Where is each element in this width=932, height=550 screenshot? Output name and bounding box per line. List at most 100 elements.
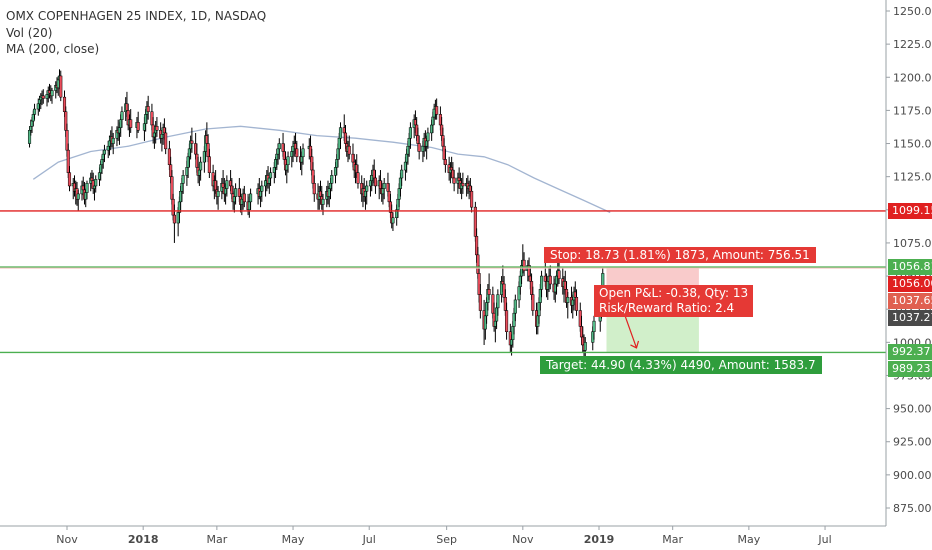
candle-down — [461, 183, 465, 187]
candle-up — [216, 190, 220, 197]
x-tick-label: Mar — [662, 533, 683, 546]
open-pnl-text: Open P&L: -0.38, Qty: 13 — [599, 286, 749, 300]
candle-down — [356, 172, 360, 184]
y-tick-label: 1225.00 — [893, 38, 932, 51]
candle-down — [373, 177, 378, 187]
candle-down — [312, 183, 316, 195]
y-tick-label: 875.00 — [893, 502, 932, 515]
y-tick-label: 950.00 — [893, 403, 932, 416]
candle-up — [338, 127, 343, 139]
candle-down — [435, 106, 439, 115]
target-label[interactable]: Target: 44.90 (4.33%) 4490, Amount: 1583… — [540, 356, 822, 374]
price-tag: 1056.81 — [888, 259, 932, 276]
candle-down — [417, 143, 421, 152]
ma-indicator-label[interactable]: MA (200, close) — [6, 42, 100, 56]
arrow-head — [630, 340, 640, 349]
candle-down — [207, 156, 211, 173]
ma-200-path — [32, 125, 611, 214]
y-tick-label: 1200.00 — [893, 71, 932, 84]
price-tag: 1037.27 — [888, 310, 932, 327]
candle-up — [225, 180, 229, 189]
candle-up — [249, 193, 253, 203]
candle-up — [382, 183, 386, 189]
candles — [27, 69, 605, 361]
candle-up — [234, 188, 238, 197]
risk-reward-ratio-text: Risk/Reward Ratio: 2.4 — [599, 301, 735, 315]
candle-up — [277, 143, 281, 150]
candle-down — [522, 259, 526, 272]
candle-up — [94, 179, 98, 187]
candle-down — [155, 126, 159, 131]
candle-down — [478, 294, 482, 311]
x-tick-label: Mar — [206, 533, 227, 546]
stop-label-text: Stop: 18.73 (1.81%) 1873, Amount: 756.51 — [550, 248, 810, 262]
price-tag: 1037.65 — [888, 293, 932, 310]
price-tag: 992.37 — [888, 344, 932, 361]
candle-down — [190, 140, 194, 144]
y-tick-label: 1075.00 — [893, 237, 932, 250]
candle-up — [365, 185, 369, 192]
candle-up — [199, 161, 203, 171]
candle-up — [120, 111, 124, 120]
candle-up — [260, 185, 264, 192]
candle-up — [286, 156, 290, 165]
candle-down — [443, 159, 447, 165]
candle-down — [164, 132, 168, 150]
horizontal-lines — [0, 210, 886, 354]
candle-up — [301, 148, 305, 158]
candle-down — [548, 275, 552, 285]
candle-up — [269, 172, 273, 179]
y-tick-label: 925.00 — [893, 436, 932, 449]
volume-indicator-label[interactable]: Vol (20) — [6, 25, 53, 40]
ma-200-line — [32, 125, 611, 214]
candle-up — [540, 275, 544, 290]
candle-up — [496, 294, 500, 309]
y-tick-label: 1175.00 — [893, 104, 932, 117]
symbol-title[interactable]: OMX COPENHAGEN 25 INDEX, 1D, NASDAQ — [6, 9, 267, 23]
pnl-label[interactable]: Open P&L: -0.38, Qty: 13 Risk/Reward Rat… — [594, 285, 754, 317]
x-tick-label: Jul — [362, 533, 376, 546]
x-tick-label: 2018 — [128, 533, 159, 546]
candle-up — [32, 108, 37, 115]
candle-up — [85, 183, 89, 193]
candle-down — [172, 214, 176, 224]
candle-down — [452, 177, 456, 184]
chart-legend: OMX COPENHAGEN 25 INDEX, 1D, NASDAQ Vol … — [6, 8, 266, 58]
stop-label[interactable]: Stop: 18.73 (1.81%) 1873, Amount: 756.51 — [544, 247, 816, 263]
candle-down — [59, 75, 63, 98]
candle-down — [557, 270, 561, 279]
candle-down — [295, 148, 299, 158]
target-label-text: Target: 44.90 (4.33%) 4490, Amount: 1583… — [546, 358, 816, 372]
candle-down — [347, 145, 351, 155]
candle-up — [321, 198, 325, 205]
candle-up — [408, 127, 412, 139]
y-tick-label: 1250.00 — [893, 5, 932, 18]
candle-up — [426, 132, 430, 142]
y-tick-label: 1150.00 — [893, 138, 932, 151]
candle-down — [41, 95, 45, 99]
candle-down — [67, 172, 72, 187]
candle-down — [574, 297, 579, 311]
candle-up — [400, 169, 404, 179]
x-tick-label: 2019 — [584, 533, 615, 546]
x-tick-label: Nov — [512, 533, 534, 546]
x-tick-label: May — [282, 533, 305, 546]
price-tag: 1099.15 — [888, 202, 932, 219]
candle-up — [50, 90, 54, 97]
candle-up — [102, 149, 107, 155]
candle-down — [487, 289, 491, 295]
y-tick-label: 1125.00 — [893, 171, 932, 184]
price-tag: 989.23 — [888, 361, 932, 378]
candle-down — [146, 106, 150, 112]
candle-down — [505, 310, 509, 332]
candle-up — [566, 297, 570, 303]
candle-up — [330, 175, 334, 184]
candle-up — [76, 193, 80, 200]
x-tick-label: Nov — [56, 533, 78, 546]
candle-up — [592, 320, 596, 332]
candle-up — [181, 175, 185, 184]
candle-down — [129, 119, 133, 128]
x-tick-label: Sep — [436, 533, 457, 546]
